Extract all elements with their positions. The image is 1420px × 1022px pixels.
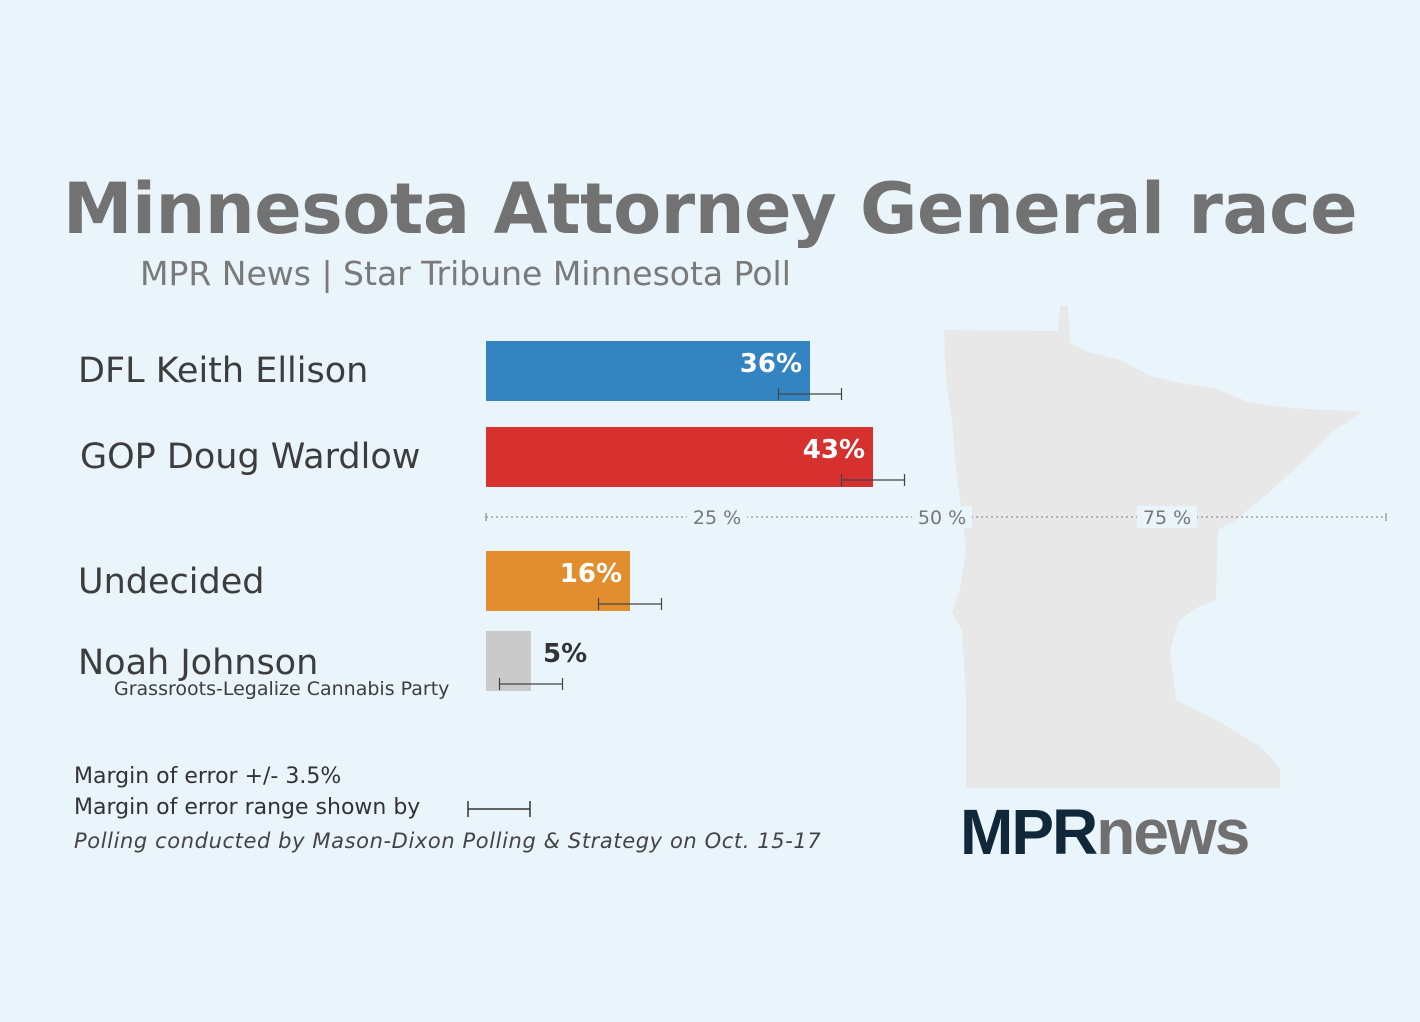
margin-of-error-note: Margin of error +/- 3.5%	[74, 764, 342, 789]
mpr-news-logo: MPRnews	[960, 795, 1250, 869]
chart-subtitle: MPR News | Star Tribune Minnesota Poll	[140, 254, 791, 293]
margin-range-note: Margin of error range shown by	[74, 795, 421, 820]
tick-label-25: 25 %	[693, 507, 741, 529]
bar-undecided	[486, 551, 630, 611]
tick-label-50: 50 %	[918, 507, 966, 529]
minnesota-map-icon	[944, 306, 1362, 788]
candidate-label-wardlow: GOP Doug Wardlow	[80, 437, 421, 477]
value-label-ellison: 36%	[740, 349, 802, 379]
value-label-johnson: 5%	[543, 639, 587, 669]
error-range-legend-icon	[467, 801, 531, 817]
tick-bg-25	[687, 506, 747, 528]
tick-label-75: 75 %	[1143, 507, 1191, 529]
chart-title: Minnesota Attorney General race	[62, 168, 1358, 250]
logo-news: news	[1096, 796, 1250, 868]
candidate-party-johnson: Grassroots-Legalize Cannabis Party	[114, 678, 450, 700]
value-label-wardlow: 43%	[803, 435, 865, 465]
candidate-label-undecided: Undecided	[78, 562, 265, 602]
logo-mpr: MPR	[960, 796, 1098, 868]
tick-bg-50	[912, 506, 972, 528]
bar-johnson	[486, 631, 531, 691]
value-label-undecided: 16%	[560, 559, 622, 589]
tick-bg-75	[1137, 506, 1197, 528]
candidate-label-ellison: DFL Keith Ellison	[78, 351, 369, 391]
candidate-label-johnson: Noah Johnson	[78, 643, 319, 683]
bar-wardlow	[486, 427, 873, 487]
polling-source-note: Polling conducted by Mason-Dixon Polling…	[74, 829, 822, 853]
bar-ellison	[486, 341, 810, 401]
